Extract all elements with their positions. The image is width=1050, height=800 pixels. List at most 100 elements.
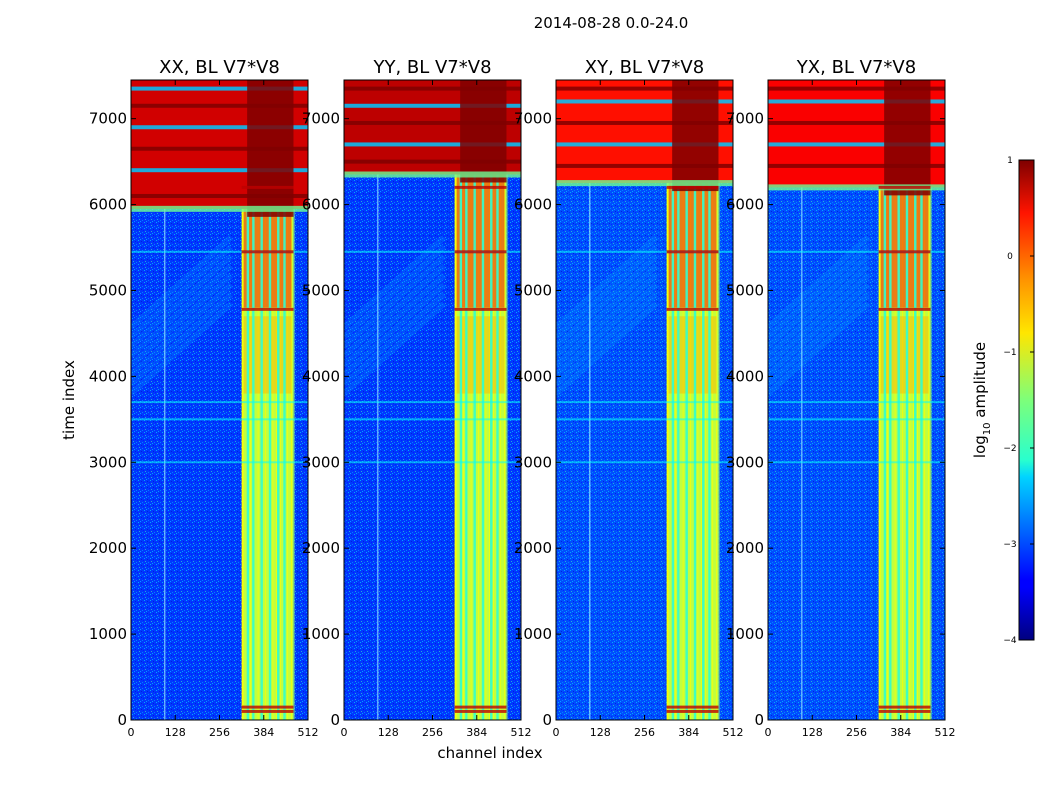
band-stripe — [475, 174, 479, 720]
vertical-rfi-line — [914, 80, 917, 720]
diagonal-streak — [768, 244, 871, 340]
horizontal-rfi-faint — [556, 401, 733, 404]
x-tick-label: 384 — [678, 726, 699, 739]
band-rfi — [241, 250, 294, 254]
diagonal-streak — [131, 244, 234, 340]
horizontal-rfi-faint — [131, 418, 308, 421]
y-tick-label: 0 — [754, 711, 764, 729]
y-tick-label: 3000 — [726, 453, 764, 471]
band-stripe — [683, 183, 687, 720]
y-tick-label: 5000 — [726, 281, 764, 299]
vertical-rfi-line — [685, 80, 688, 720]
y-tick-label: 7000 — [514, 110, 552, 128]
vertical-rfi-line — [473, 80, 476, 720]
horizontal-rfi-line — [556, 142, 733, 147]
band-stripe — [690, 183, 694, 720]
band-stripe — [273, 208, 277, 720]
vertical-rfi-line — [164, 80, 166, 720]
diagonal-streak — [344, 301, 447, 396]
horizontal-rfi-line — [556, 120, 733, 125]
band-rfi — [666, 185, 719, 189]
band-stripe — [497, 174, 501, 720]
band-stripe — [679, 183, 683, 720]
y-tick-label: 5000 — [302, 281, 340, 299]
vertical-rfi-line — [496, 80, 499, 720]
diagonal-streak — [768, 254, 871, 349]
vertical-rfi-line — [465, 80, 468, 720]
horizontal-rfi-faint — [344, 461, 521, 464]
transition-edge — [768, 184, 945, 191]
y-tick-label: 2000 — [89, 539, 127, 557]
y-tick-label: 3000 — [89, 453, 127, 471]
y-tick-label: 5000 — [89, 281, 127, 299]
band-stripe — [254, 208, 258, 720]
panel-heatmap — [768, 80, 945, 720]
diagonal-streak — [344, 291, 447, 387]
vertical-rfi-line — [801, 80, 803, 720]
band-rfi — [878, 185, 931, 189]
colorbar-ticks: 1 0 −1 −2 −3 −4 — [1003, 156, 1034, 646]
horizontal-rfi-line — [131, 86, 308, 91]
horizontal-rfi-line — [131, 125, 308, 130]
vertical-rfi-line — [268, 80, 272, 720]
band-stripe — [925, 187, 929, 720]
vertical-rfi-line — [589, 80, 591, 720]
horizontal-rfi-line — [768, 120, 945, 125]
band-stripe — [880, 187, 884, 720]
panel-3: XY, BL V7*V8 0 128 256 384 512 0 1000 2000 3000 40… — [514, 57, 744, 739]
horizontal-rfi-faint — [556, 250, 733, 253]
band-stripe — [504, 174, 508, 720]
horizontal-rfi-faint — [556, 418, 733, 421]
horizontal-rfi-faint — [556, 461, 733, 464]
x-axis-label: channel index — [437, 744, 542, 762]
x-tick-label: 384 — [253, 726, 274, 739]
vertical-rfi-line — [283, 80, 286, 720]
band-stripe — [910, 187, 914, 720]
band-stripe — [493, 174, 497, 720]
band-stripe — [478, 174, 482, 720]
band-stripe — [471, 174, 475, 720]
x-tick-label: 0 — [341, 726, 348, 739]
band-rfi — [878, 709, 931, 713]
colorbar-label: log10 amplitude — [971, 342, 993, 458]
x-tick-label: 0 — [765, 726, 772, 739]
y-tick-label: 6000 — [89, 196, 127, 214]
band-rfi — [878, 705, 931, 709]
horizontal-rfi-line — [344, 86, 521, 91]
x-tick-label: 256 — [422, 726, 443, 739]
y-tick-label: 2000 — [726, 539, 764, 557]
vertical-rfi-line — [490, 80, 493, 720]
band-rfi — [666, 709, 719, 713]
band-stripe — [687, 183, 691, 720]
diagonal-streak — [344, 254, 447, 349]
band-rfi — [454, 185, 507, 189]
band-stripe — [895, 187, 899, 720]
diagonal-streak — [344, 263, 447, 358]
saturated-band — [672, 80, 719, 192]
vertical-rfi-line — [920, 80, 923, 720]
band-rfi — [241, 307, 294, 311]
diagonal-streak — [768, 272, 871, 368]
x-tick-label: 128 — [590, 726, 611, 739]
band-rfi — [666, 307, 719, 311]
colorbar-tick-label: −2 — [1003, 444, 1016, 454]
colorbar-tick-label: −3 — [1003, 540, 1016, 550]
panel-1: XX, BL V7*V8 0 128 256 384 512 0 1000 2000 3000 40… — [89, 57, 319, 739]
diagonal-streak — [768, 301, 871, 396]
vertical-rfi-line — [708, 80, 711, 720]
band-stripe — [899, 187, 903, 720]
horizontal-rfi-faint — [768, 418, 945, 421]
band-stripe — [698, 183, 702, 720]
colorbar-gradient — [1018, 159, 1035, 641]
y-tick-label: 4000 — [726, 367, 764, 385]
saturated-band — [884, 80, 931, 196]
panels: XX, BL V7*V8 0 128 256 384 512 0 1000 2000 3000 40… — [89, 57, 956, 739]
diagonal-streak — [556, 244, 659, 340]
band-stripe — [258, 208, 262, 720]
horizontal-rfi-faint — [344, 418, 521, 421]
panel-2: YY, BL V7*V8 0 128 256 384 512 0 1000 2000 3000 40… — [302, 57, 532, 739]
colorbar: 1 0 −1 −2 −3 −4 log10 amplitude — [971, 156, 1035, 646]
y-tick-label: 1000 — [726, 625, 764, 643]
x-tick-label: 0 — [128, 726, 135, 739]
